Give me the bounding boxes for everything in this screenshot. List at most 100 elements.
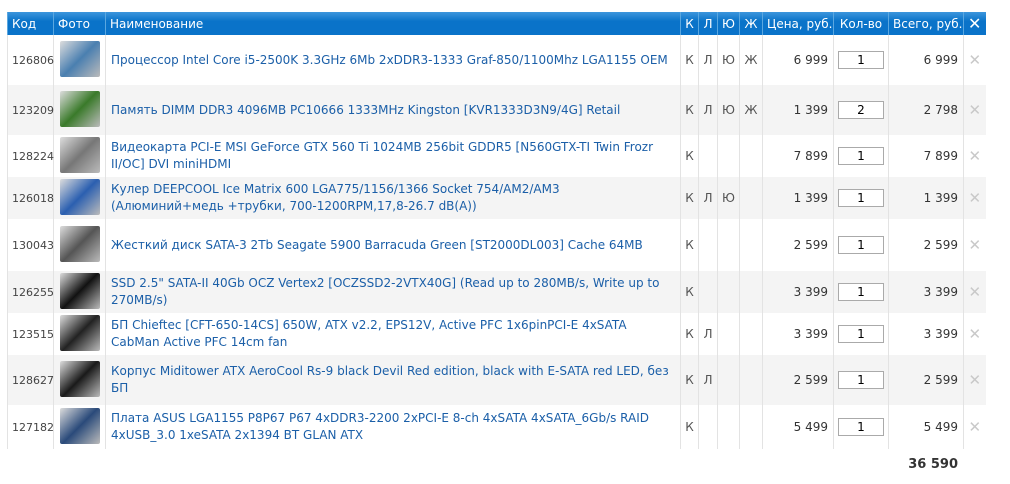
flag-yu <box>717 271 740 313</box>
table-row: 126255 SSD 2.5" SATA-II 40Gb OCZ Vertex2… <box>7 271 986 313</box>
close-icon[interactable]: ✕ <box>968 283 982 301</box>
flag-zh <box>739 177 763 219</box>
product-photo[interactable] <box>53 355 106 405</box>
flag-zh <box>739 135 763 177</box>
row-total: 6 999 <box>888 35 964 85</box>
close-icon[interactable]: ✕ <box>968 51 982 69</box>
col-yu: Ю <box>717 12 740 35</box>
cooler-image[interactable] <box>59 178 100 215</box>
ram-image[interactable] <box>59 90 100 127</box>
quantity-input[interactable] <box>838 418 884 436</box>
flag-zh: Ж <box>739 85 763 135</box>
product-photo[interactable] <box>53 313 106 355</box>
psu-image[interactable] <box>59 314 100 351</box>
price: 1 399 <box>762 85 834 135</box>
flag-l <box>698 135 718 177</box>
remove-item-button[interactable]: ✕ <box>963 355 986 405</box>
case-image[interactable] <box>59 360 100 397</box>
gpu-image[interactable] <box>59 136 100 173</box>
row-total: 3 399 <box>888 313 964 355</box>
remove-item-button[interactable]: ✕ <box>963 219 986 271</box>
quantity-input[interactable] <box>838 51 884 69</box>
product-photo[interactable] <box>53 177 106 219</box>
table-row: 130043 Жесткий диск SATA-3 2Tb Seagate 5… <box>7 219 986 271</box>
product-link[interactable]: Видеокарта PCI-E MSI GeForce GTX 560 Ti … <box>111 140 654 171</box>
product-photo[interactable] <box>53 271 106 313</box>
product-photo[interactable] <box>53 85 106 135</box>
remove-item-button[interactable]: ✕ <box>963 313 986 355</box>
product-link[interactable]: SSD 2.5" SATA-II 40Gb OCZ Vertex2 [OCZSS… <box>111 276 660 307</box>
close-icon[interactable]: ✕ <box>968 371 982 389</box>
product-photo[interactable] <box>53 35 106 85</box>
quantity-input[interactable] <box>838 189 884 207</box>
cart-table: Код Фото Наименование К Л Ю Ж Цена, руб.… <box>7 12 986 449</box>
close-icon[interactable]: ✕ <box>968 418 982 436</box>
row-total: 2 798 <box>888 85 964 135</box>
remove-item-button[interactable]: ✕ <box>963 135 986 177</box>
flag-k: К <box>680 219 699 271</box>
flag-yu <box>717 355 740 405</box>
flag-k: К <box>680 313 699 355</box>
quantity-input[interactable] <box>838 147 884 165</box>
flag-zh <box>739 219 763 271</box>
close-icon[interactable]: ✕ <box>968 147 982 165</box>
flag-yu: Ю <box>717 177 740 219</box>
flag-zh <box>739 405 763 449</box>
row-total: 2 599 <box>888 355 964 405</box>
table-row: 123515 БП Chieftec [CFT-650-14CS] 650W, … <box>7 313 986 355</box>
flag-yu <box>717 135 740 177</box>
product-link[interactable]: Кулер DEEPCOOL Ice Matrix 600 LGA775/115… <box>111 182 560 213</box>
hdd-image[interactable] <box>59 225 100 262</box>
flag-l: Л <box>698 35 718 85</box>
col-k: К <box>680 12 699 35</box>
quantity-input[interactable] <box>838 283 884 301</box>
product-code: 123209 <box>7 85 54 135</box>
flag-k: К <box>680 271 699 313</box>
ssd-image[interactable] <box>59 272 100 309</box>
product-link[interactable]: БП Chieftec [CFT-650-14CS] 650W, ATX v2.… <box>111 318 627 349</box>
table-row: 126018 Кулер DEEPCOOL Ice Matrix 600 LGA… <box>7 177 986 219</box>
price: 2 599 <box>762 355 834 405</box>
col-total: Всего, руб. <box>888 12 964 35</box>
flag-l <box>698 219 718 271</box>
product-link[interactable]: Корпус Miditower ATX AeroCool Rs-9 black… <box>111 364 669 395</box>
product-link[interactable]: Плата ASUS LGA1155 P8P67 P67 4xDDR3-2200… <box>111 411 650 442</box>
remove-item-button[interactable]: ✕ <box>963 85 986 135</box>
product-code: 126806 <box>7 35 54 85</box>
table-row: 128224 Видеокарта PCI-E MSI GeForce GTX … <box>7 135 986 177</box>
product-link[interactable]: Память DIMM DDR3 4096MB PC10666 1333MHz … <box>111 102 621 117</box>
close-icon[interactable]: ✕ <box>968 325 982 343</box>
motherboard-image[interactable] <box>59 407 100 444</box>
flag-k: К <box>680 177 699 219</box>
product-link[interactable]: Процессор Intel Core i5-2500K 3.3GHz 6Mb… <box>111 52 668 67</box>
product-link[interactable]: Жесткий диск SATA-3 2Tb Seagate 5900 Bar… <box>111 237 643 252</box>
product-photo[interactable] <box>53 219 106 271</box>
quantity-input[interactable] <box>838 371 884 389</box>
product-photo[interactable] <box>53 405 106 449</box>
remove-all-button[interactable]: ✕ <box>963 12 986 35</box>
cpu-image[interactable] <box>59 40 100 77</box>
remove-item-button[interactable]: ✕ <box>963 35 986 85</box>
close-icon[interactable]: ✕ <box>968 236 982 254</box>
quantity-input[interactable] <box>838 101 884 119</box>
quantity-input[interactable] <box>838 325 884 343</box>
remove-item-button[interactable]: ✕ <box>963 271 986 313</box>
row-total: 5 499 <box>888 405 964 449</box>
flag-k: К <box>680 405 699 449</box>
quantity-input[interactable] <box>838 236 884 254</box>
product-photo[interactable] <box>53 135 106 177</box>
flag-k: К <box>680 135 699 177</box>
price: 6 999 <box>762 35 834 85</box>
close-icon[interactable]: ✕ <box>968 101 982 119</box>
col-qty: Кол-во <box>833 12 889 35</box>
flag-zh: Ж <box>739 35 763 85</box>
remove-item-button[interactable]: ✕ <box>963 405 986 449</box>
product-code: 123515 <box>7 313 54 355</box>
close-icon[interactable]: ✕ <box>968 189 982 207</box>
table-row: 128627 Корпус Miditower ATX AeroCool Rs-… <box>7 355 986 405</box>
flag-zh <box>739 313 763 355</box>
grand-total: 36 590 <box>908 457 958 472</box>
remove-item-button[interactable]: ✕ <box>963 177 986 219</box>
product-code: 127182 <box>7 405 54 449</box>
flag-yu: Ю <box>717 35 740 85</box>
